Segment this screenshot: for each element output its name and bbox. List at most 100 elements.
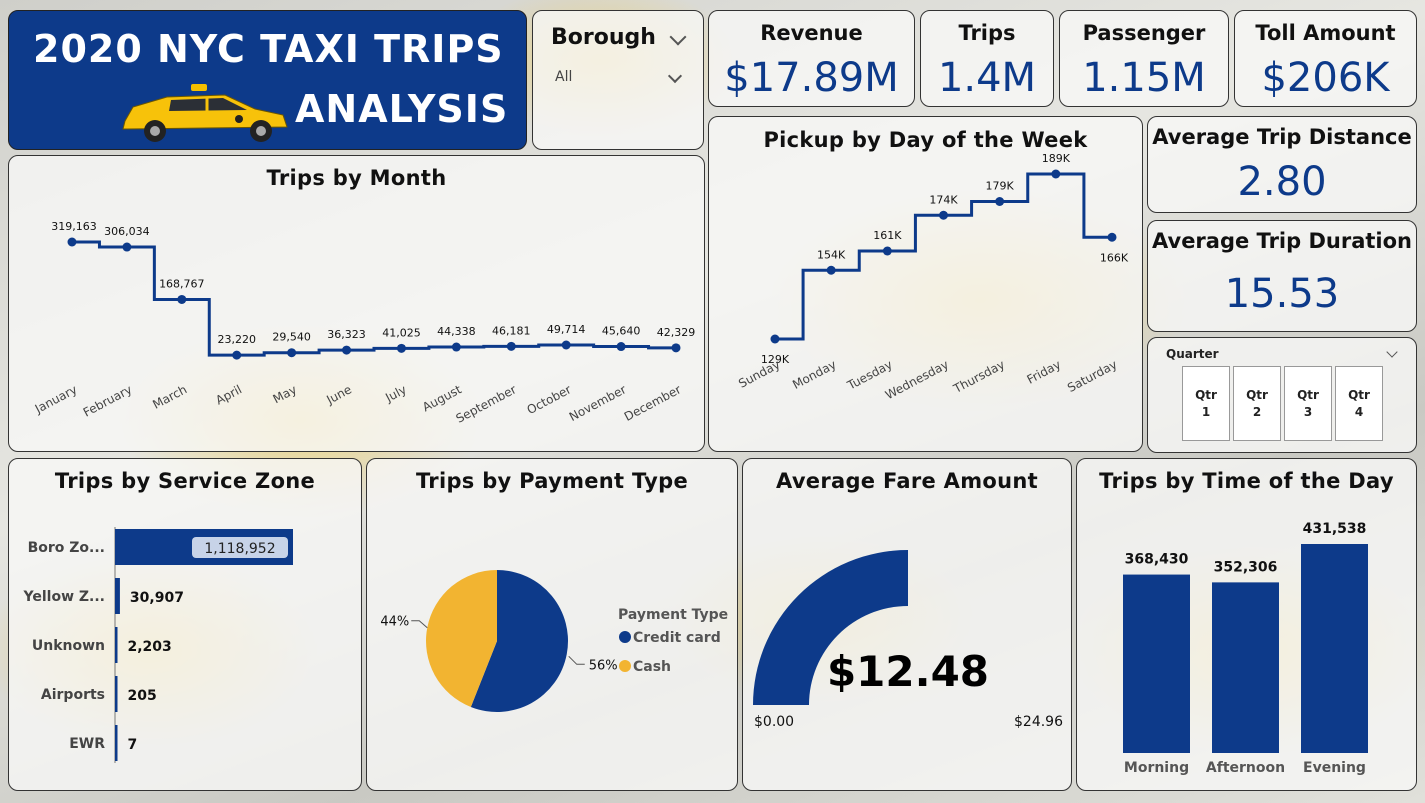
data-point [287, 348, 297, 358]
x-tick-label: March [150, 382, 189, 412]
bar [115, 725, 118, 761]
time-of-day-title: Trips by Time of the Day [1099, 469, 1394, 493]
quarter-option-1[interactable]: Qtr 1 [1182, 366, 1230, 441]
data-label: 56% [589, 658, 618, 673]
service-zone-card: Trips by Service Zone Boro Zo... 1,118,95… [8, 458, 362, 791]
pickup-by-weekday-title: Pickup by Day of the Week [763, 128, 1088, 152]
data-label: 29,540 [272, 331, 311, 344]
page-title-line2: ANALYSIS [295, 87, 509, 131]
x-tick-label: Thursday [950, 357, 1007, 396]
data-label: 44% [380, 615, 409, 630]
x-tick-label: Sunday [736, 357, 782, 390]
payment-type-chart: 56% 44% Payment Type Credit card Cash [380, 570, 728, 712]
data-label: 368,430 [1125, 552, 1189, 568]
quarter-option-4[interactable]: Qtr 4 [1335, 366, 1383, 441]
chevron-down-icon[interactable] [1386, 346, 1398, 358]
chevron-down-icon[interactable] [667, 68, 683, 84]
trips-by-month-card: Trips by Month 319,163 January 306,034 Febr… [8, 155, 705, 452]
page-title-line1: 2020 NYC TAXI TRIPS [33, 27, 504, 71]
data-label: 161K [873, 229, 902, 242]
kpi-avg-duration-label: Average Trip Duration [1152, 229, 1412, 253]
quarter-option-3[interactable]: Qtr 3 [1284, 366, 1332, 441]
x-tick-label: Saturday [1065, 357, 1119, 395]
data-point [671, 343, 681, 353]
quarter-option-number: 4 [1354, 405, 1364, 419]
data-point [122, 242, 132, 252]
taxi-car-icon [122, 84, 288, 142]
bar [115, 578, 120, 614]
data-label: 306,034 [104, 225, 150, 238]
legend-label: Cash [633, 659, 671, 675]
quarter-slicer[interactable]: Quarter Qtr 1 Qtr 2 Qtr 3 Qtr 4 [1147, 337, 1417, 453]
kpi-passenger-value: 1.15M [1082, 55, 1206, 101]
data-label: 7 [128, 737, 138, 753]
quarter-option-number: 1 [1201, 405, 1211, 419]
data-point [939, 210, 948, 220]
data-label: 166K [1100, 251, 1129, 264]
x-tick-label: Afternoon [1206, 760, 1285, 776]
payment-type-card: Trips by Payment Type 56% 44% Payment Type… [366, 458, 738, 791]
gauge-fill [753, 550, 908, 705]
kpi-revenue-value: $17.89M [724, 55, 899, 101]
x-tick-label: Evening [1303, 760, 1366, 776]
data-point [342, 345, 352, 355]
data-label-background [192, 537, 288, 558]
y-tick-label: Airports [41, 687, 105, 703]
x-tick-label: Wednesday [883, 357, 951, 402]
data-label: 352,306 [1214, 559, 1278, 575]
y-tick-label: Boro Zo... [28, 540, 105, 556]
quarter-option-2[interactable]: Qtr 2 [1233, 366, 1281, 441]
data-label: 174K [929, 193, 958, 206]
data-point [616, 342, 626, 352]
time-of-day-card: Trips by Time of the Day 368,430 Morning 3… [1076, 458, 1417, 791]
kpi-avg-distance-label: Average Trip Distance [1152, 125, 1412, 149]
trips-by-month-chart: 319,163 January 306,034 February 168,767 Marc… [32, 220, 695, 426]
quarter-option-label: Qtr [1246, 388, 1268, 402]
data-point [1107, 232, 1117, 242]
x-tick-label: Monday [790, 357, 838, 392]
data-label: 1,118,952 [204, 541, 275, 557]
service-zone-title: Trips by Service Zone [54, 469, 316, 493]
quarter-option-label: Qtr [1297, 388, 1319, 402]
kpi-toll-card: Toll Amount $206K [1234, 10, 1417, 107]
payment-type-title: Trips by Payment Type [415, 469, 688, 493]
series-line [72, 240, 676, 357]
average-fare-card: Average Fare Amount $12.48 $0.00 $24.96 [742, 458, 1072, 791]
chevron-down-icon[interactable] [669, 28, 687, 46]
pickup-by-weekday-card: Pickup by Day of the Week 129K Sunday 154K… [708, 116, 1143, 452]
leader-line [568, 655, 585, 665]
x-tick-label: September [454, 382, 519, 426]
data-point [561, 340, 571, 350]
data-label: 179K [986, 180, 1015, 193]
x-tick-label: May [271, 382, 299, 406]
quarter-option-number: 3 [1303, 405, 1313, 419]
kpi-avg-distance-card: Average Trip Distance 2.80 [1147, 116, 1417, 213]
x-tick-label: January [32, 382, 80, 416]
gauge-max-label: $24.96 [1014, 714, 1063, 730]
bar [1212, 582, 1279, 753]
data-point [67, 237, 77, 247]
data-label: 30,907 [130, 590, 184, 606]
borough-slicer[interactable]: Borough All [532, 10, 704, 150]
x-tick-label: Morning [1124, 760, 1189, 776]
data-label: 154K [817, 248, 846, 261]
x-tick-label: December [622, 382, 684, 424]
data-label: 189K [1042, 152, 1071, 165]
average-fare-title: Average Fare Amount [776, 469, 1038, 493]
quarter-option-label: Qtr [1348, 388, 1370, 402]
data-label: 41,025 [382, 326, 421, 339]
data-point [1051, 169, 1061, 179]
bar [1301, 544, 1368, 753]
kpi-revenue-card: Revenue $17.89M [708, 10, 915, 107]
borough-dropdown-value[interactable]: All [555, 69, 573, 85]
legend-label: Credit card [633, 630, 721, 646]
data-point [506, 341, 516, 351]
data-label: 44,338 [437, 325, 476, 338]
y-tick-label: EWR [69, 736, 105, 752]
data-point [451, 342, 461, 352]
x-tick-label: July [382, 382, 409, 405]
kpi-avg-duration-card: Average Trip Duration 15.53 [1147, 220, 1417, 332]
time-of-day-chart: 368,430 Morning 352,306 Afternoon 431,538 Eve… [1123, 521, 1368, 776]
gauge-min-label: $0.00 [754, 714, 794, 730]
borough-slicer-label: Borough [551, 25, 656, 50]
